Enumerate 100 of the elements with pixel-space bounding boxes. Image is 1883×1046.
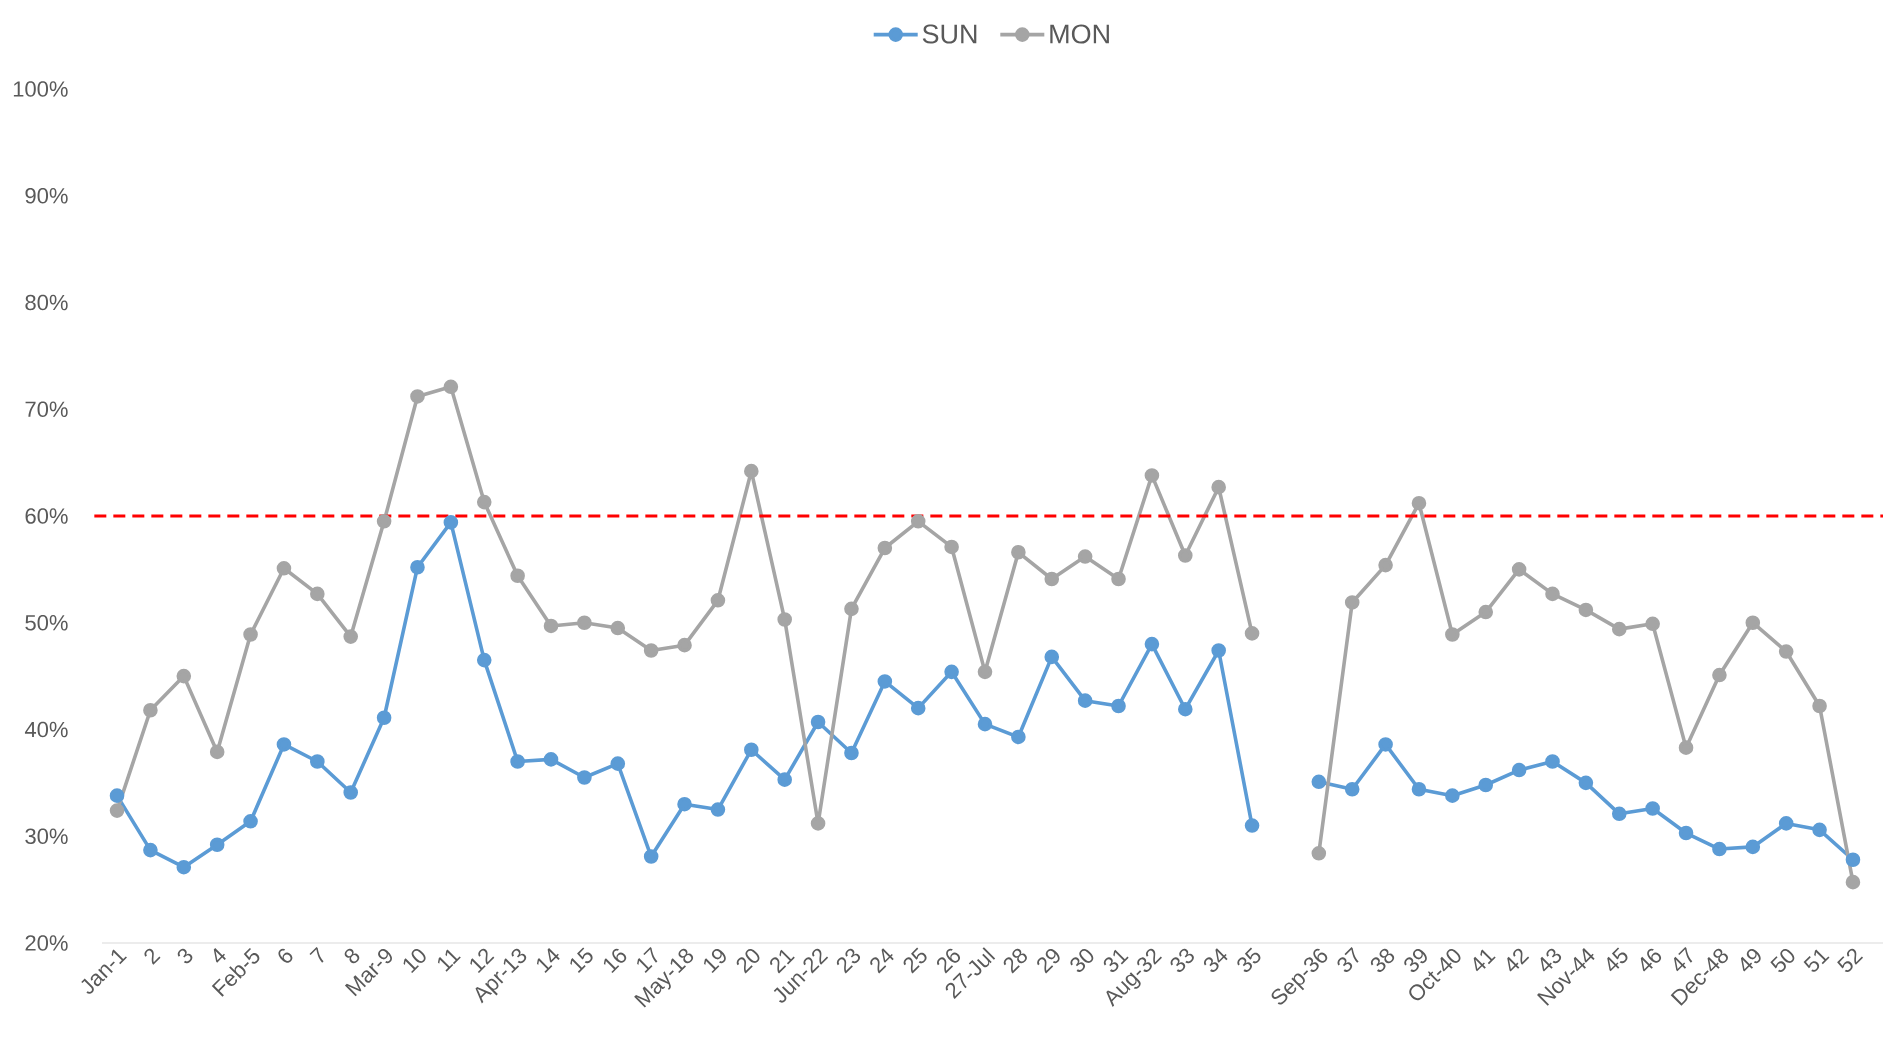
x-tick-label: 34 <box>1203 948 1228 972</box>
point <box>1244 818 1260 833</box>
y-tick-label: 30% <box>25 828 68 845</box>
point <box>176 859 192 875</box>
point <box>1177 701 1193 717</box>
point <box>1378 557 1393 573</box>
y-tick-label: 100% <box>13 81 68 97</box>
x-tick-label: 2 <box>144 948 161 965</box>
point <box>1812 698 1827 714</box>
point <box>1611 621 1627 637</box>
x-tick-label: 15 <box>570 947 593 973</box>
point <box>1778 816 1794 831</box>
legend-label: MON <box>1050 24 1109 44</box>
point <box>710 593 726 608</box>
x-tick-label: 25 <box>903 947 927 974</box>
x-tick-label: 30 <box>1070 948 1094 972</box>
x-tick-label: 6 <box>278 948 293 963</box>
x-tick-label: 35 <box>1237 947 1261 972</box>
point <box>276 737 292 752</box>
point <box>1845 874 1861 890</box>
point <box>1211 643 1226 658</box>
point <box>1344 595 1360 610</box>
point <box>1011 544 1026 560</box>
point <box>1144 468 1160 483</box>
x-tick-label: 20 <box>736 948 760 974</box>
point <box>1678 740 1694 755</box>
point <box>1645 616 1660 632</box>
point <box>1177 548 1193 563</box>
point <box>343 629 359 644</box>
point <box>1011 729 1026 745</box>
point <box>744 742 759 758</box>
point <box>510 568 525 584</box>
point <box>1044 649 1060 665</box>
point <box>877 674 893 689</box>
x-tick-label: 29 <box>1037 949 1060 974</box>
point <box>1344 781 1360 797</box>
x-tick-label: 45 <box>1607 947 1628 972</box>
point <box>744 463 759 479</box>
point <box>1545 754 1560 769</box>
point <box>1578 602 1594 618</box>
point <box>443 515 459 530</box>
y-tick-label: 70% <box>25 401 68 418</box>
point <box>1645 801 1660 816</box>
point <box>977 664 993 680</box>
point <box>710 802 726 817</box>
point <box>777 772 792 787</box>
point <box>944 664 959 680</box>
point <box>810 816 826 831</box>
x-tick-label: 11 <box>437 949 461 972</box>
point <box>643 643 659 658</box>
point <box>1545 586 1560 602</box>
point <box>143 842 158 858</box>
point <box>510 754 525 769</box>
point <box>677 637 692 653</box>
point <box>1111 698 1126 714</box>
point <box>810 714 826 730</box>
point <box>1778 644 1794 659</box>
point <box>443 379 459 395</box>
point <box>543 618 559 634</box>
x-tick-label: 37 <box>1337 947 1359 972</box>
point <box>1378 737 1393 752</box>
y-tick-label: 50% <box>25 614 68 631</box>
point <box>1211 479 1226 495</box>
point <box>944 539 959 555</box>
point <box>577 615 592 631</box>
point <box>109 788 125 803</box>
point <box>610 756 626 771</box>
x-tick-label: 28 <box>1003 948 1027 974</box>
point <box>1244 626 1260 641</box>
point <box>109 803 125 818</box>
point <box>1745 839 1761 855</box>
point <box>1077 549 1093 564</box>
point <box>243 813 258 829</box>
point <box>476 494 492 510</box>
point <box>1144 636 1160 652</box>
point <box>376 710 392 726</box>
point <box>877 540 893 556</box>
y-tick-label: 60% <box>25 508 68 524</box>
x-tick-label: 41 <box>1473 949 1496 972</box>
point <box>643 849 659 864</box>
y-tick-label: 90% <box>25 187 68 204</box>
point <box>1511 762 1527 778</box>
x-tick-label: 46 <box>1640 948 1662 972</box>
point <box>1812 822 1827 838</box>
point <box>1411 495 1427 511</box>
point <box>376 514 392 529</box>
point <box>844 745 859 761</box>
point <box>1311 774 1327 790</box>
point <box>1445 788 1460 803</box>
point <box>1611 806 1627 822</box>
x-tick-label: 49 <box>1740 949 1761 972</box>
point <box>276 560 292 576</box>
point <box>209 837 225 853</box>
x-tick-label: 14 <box>536 948 560 973</box>
point <box>476 652 492 668</box>
point <box>677 796 692 812</box>
x-tick-label: 23 <box>836 948 861 974</box>
point <box>410 389 425 404</box>
point <box>1578 775 1594 791</box>
point <box>410 559 425 575</box>
